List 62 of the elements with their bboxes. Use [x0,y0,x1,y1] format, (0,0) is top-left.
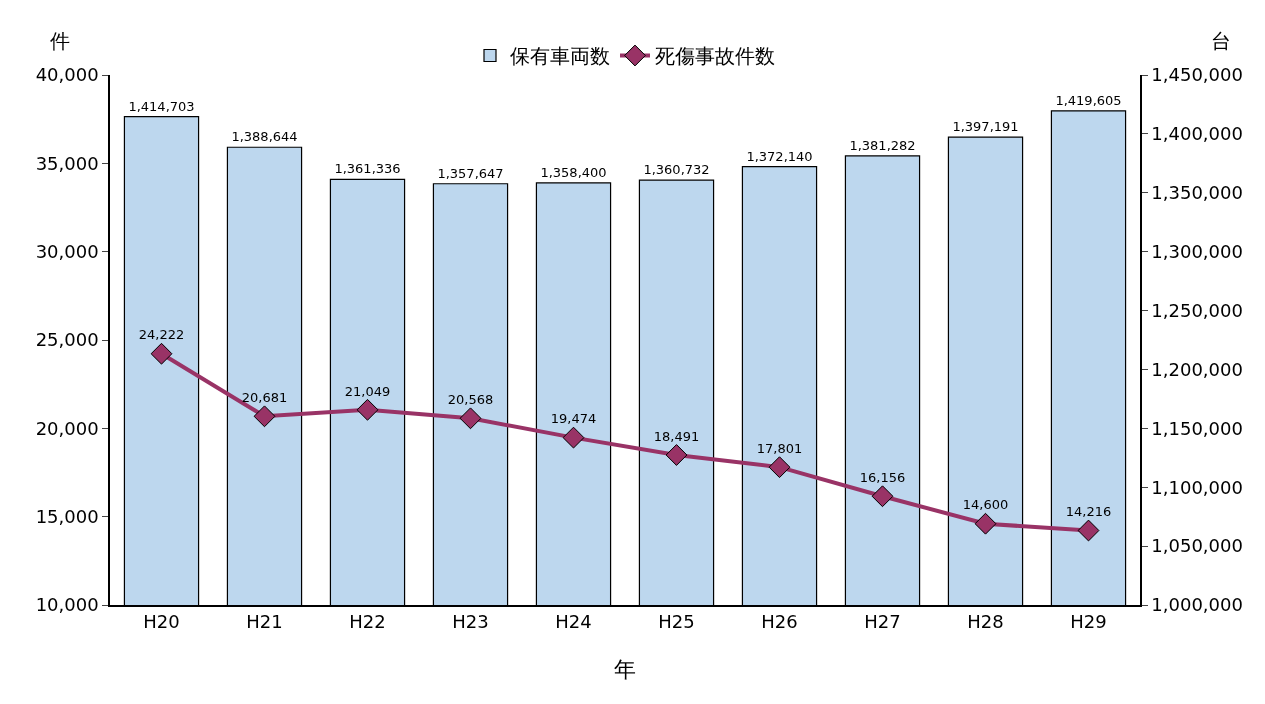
y-tick-label: 10,000 [35,594,99,616]
point [459,407,482,430]
y2-tick-label: 1,450,000 [1151,64,1243,86]
y-tick-label: 20,000 [35,417,99,439]
data-label: 14,216 [1065,504,1112,520]
y2-tick-label: 1,150,000 [1151,417,1243,439]
y-axis-title: 件 [50,29,70,53]
data-label: 1,360,732 [643,162,710,178]
y2-tick-label: 1,200,000 [1151,358,1243,380]
y2-tick-label: 1,250,000 [1151,299,1243,321]
x-tick-label: H26 [761,611,798,633]
data-label: 17,801 [756,440,803,456]
data-label: 16,156 [859,469,906,485]
x-tick-label: H28 [967,611,1004,633]
y-tick-label: 30,000 [35,240,99,262]
x-tick-label: H25 [658,611,695,633]
data-label: 24,222 [138,327,185,343]
y-tick-label: 15,000 [35,505,99,527]
legend-label: 保有車両数 [510,44,610,69]
data-label: 1,397,191 [952,119,1019,135]
point [253,405,276,428]
data-label: 1,361,336 [334,161,401,177]
data-label: 1,414,703 [128,98,195,114]
x-axis-title: 年 [614,656,636,682]
point [1077,519,1100,542]
x-tick-label: H20 [143,611,180,633]
x-tick-label: H29 [1070,611,1107,633]
point [974,512,997,535]
data-label: 19,474 [550,411,597,427]
y-tick-label: 25,000 [35,329,99,351]
legend-label: 死傷事故件数 [655,44,775,69]
y2-tick-label: 1,300,000 [1151,240,1243,262]
y-tick-label: 40,000 [35,64,99,86]
y2-tick-label: 1,350,000 [1151,182,1243,204]
y2-tick-label: 1,050,000 [1151,535,1243,557]
data-label: 1,357,647 [437,165,504,181]
data-label: 1,358,400 [540,164,607,180]
x-tick-label: H21 [246,611,283,633]
data-label: 20,568 [447,392,494,408]
data-label: 1,388,644 [231,129,298,145]
data-label: 1,381,282 [849,137,916,153]
point [356,398,379,421]
point [665,444,688,466]
y-tick-label: 35,000 [35,152,99,174]
point [871,485,894,508]
data-label: 20,681 [241,390,288,406]
data-label: 14,600 [962,497,1009,513]
y2-tick-label: 1,400,000 [1151,123,1243,145]
point [768,456,791,479]
y2-tick-label: 1,100,000 [1151,476,1243,498]
data-label: 18,491 [653,428,700,444]
x-tick-label: H27 [864,611,901,633]
y2-tick-label: 1,000,000 [1151,594,1243,616]
point [562,426,585,449]
data-label: 1,419,605 [1055,92,1122,108]
x-tick-label: H24 [555,611,592,633]
data-label: 1,372,140 [746,148,813,164]
x-tick-label: H22 [349,611,386,633]
y2-axis-title: 台 [1211,29,1231,53]
data-label: 21,049 [344,383,391,399]
x-tick-label: H23 [452,611,489,633]
point [150,342,173,365]
